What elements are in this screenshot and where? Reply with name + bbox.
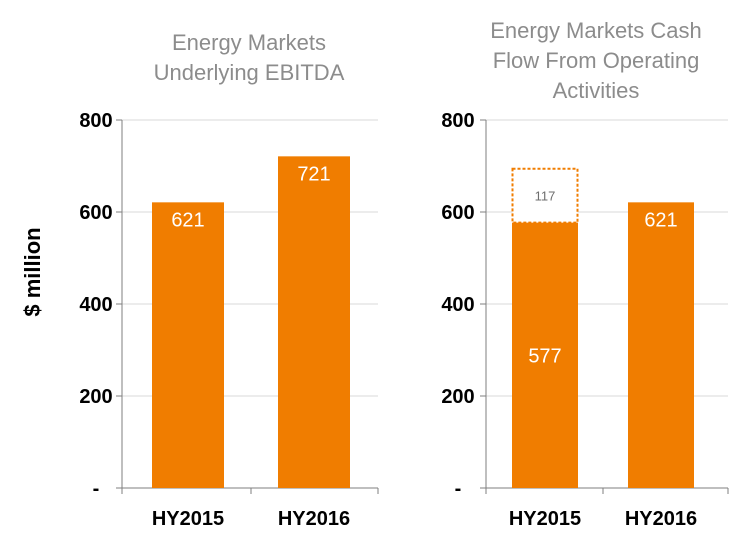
chart-1-y-tick-label: 200 — [79, 386, 112, 408]
chart-2-x-label-hy2016: HY2016 — [625, 508, 697, 530]
chart-1-bar-hy2016 — [278, 156, 350, 488]
chart-2-y-tick-label: 800 — [441, 110, 474, 132]
chart-2-data-label-increment: 117 — [535, 189, 556, 204]
chart-2-y-tick-label: 400 — [441, 294, 474, 316]
chart-2-title-line-2: Flow From Operating — [493, 48, 700, 73]
chart-1-data-label: 721 — [297, 163, 330, 185]
chart-2-bar-hy2015-increment — [511, 167, 579, 224]
chart-2-y-tick-label: - — [455, 478, 462, 500]
chart-1-x-label-hy2015: HY2015 — [152, 508, 224, 530]
chart-2-title-line-3: Activities — [553, 78, 640, 103]
chart-1-y-tick-label: 400 — [79, 294, 112, 316]
chart-2-y-tick-label: 600 — [441, 202, 474, 224]
chart-2-bar-hy2016 — [628, 202, 694, 488]
chart-1-y-tick-label: 600 — [79, 202, 112, 224]
chart-1-title-line-2: Underlying EBITDA — [154, 60, 345, 85]
chart-2-x-label-hy2015: HY2015 — [509, 508, 581, 530]
y-axis-label: $ million — [20, 227, 45, 316]
chart-2-y-tick-label: 200 — [441, 386, 474, 408]
chart-2-data-label: 577 — [528, 345, 561, 367]
chart-2-bar-hy2015 — [512, 222, 578, 488]
chart-2-data-label: 621 — [644, 209, 677, 231]
chart-1-x-label-hy2016: HY2016 — [278, 508, 350, 530]
chart-1-bar-hy2015 — [152, 202, 224, 488]
chart-1-data-label: 621 — [171, 209, 204, 231]
chart-1-y-tick-label: 800 — [79, 110, 112, 132]
chart-1-title-line-1: Energy Markets — [172, 30, 326, 55]
chart-2-title-line-1: Energy Markets Cash — [490, 18, 702, 43]
chart-1-y-tick-label: - — [93, 478, 100, 500]
